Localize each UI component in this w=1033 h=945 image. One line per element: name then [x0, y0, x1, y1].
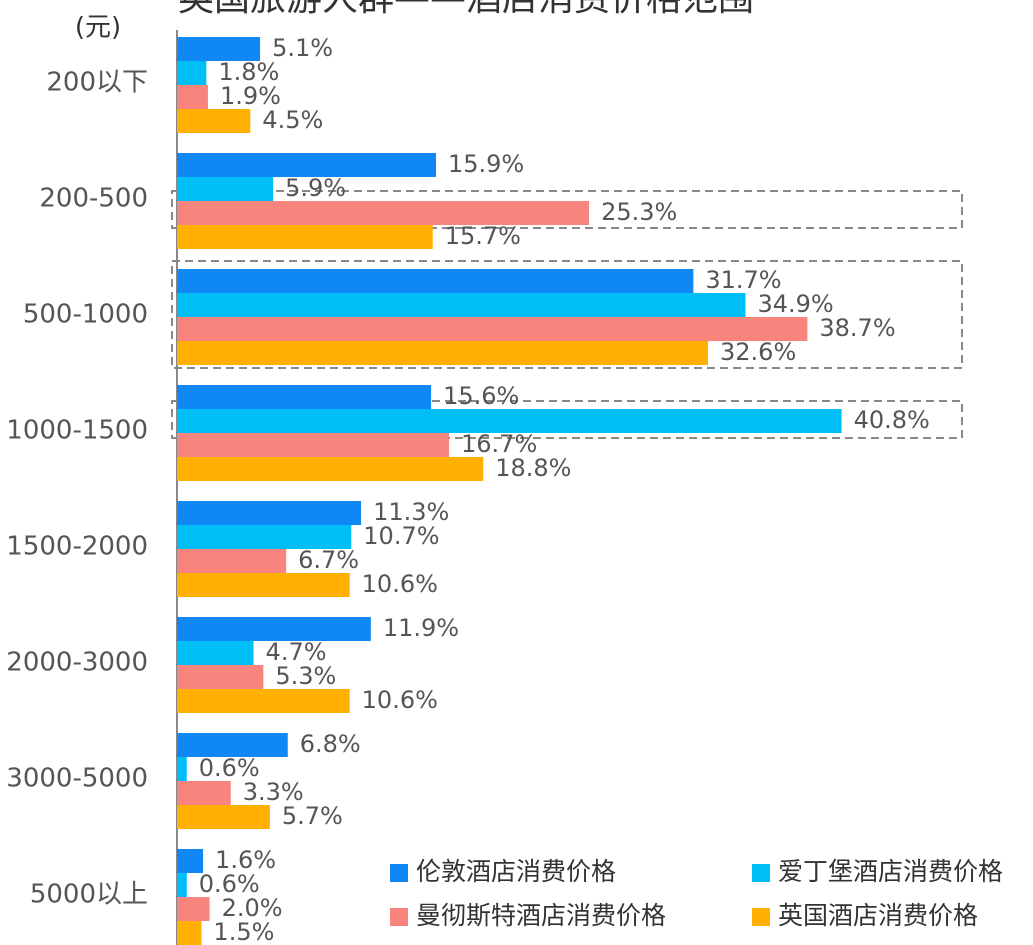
value-label: 4.5%	[262, 106, 323, 134]
legend-label: 英国酒店消费价格	[778, 901, 978, 930]
value-label: 3.3%	[243, 778, 304, 806]
bar	[177, 617, 371, 641]
value-label: 1.8%	[218, 58, 279, 86]
bar	[177, 293, 746, 317]
value-label: 0.6%	[199, 754, 260, 782]
bar	[177, 873, 187, 897]
y-tick-label: 500-1000	[23, 300, 148, 330]
value-label: 18.8%	[495, 454, 571, 482]
y-tick-label: 1000-1500	[6, 416, 148, 446]
bar	[177, 269, 694, 293]
value-label: 16.7%	[461, 430, 537, 458]
value-label: 6.8%	[300, 730, 361, 758]
value-label: 10.6%	[362, 570, 438, 598]
bar	[177, 109, 251, 133]
value-label: 15.7%	[445, 222, 521, 250]
y-tick-label: 1500-2000	[6, 532, 148, 562]
bar	[177, 665, 264, 689]
legend-label: 爱丁堡酒店消费价格	[778, 857, 1003, 886]
value-label: 1.9%	[220, 82, 281, 110]
value-label: 5.1%	[272, 34, 333, 62]
value-label: 38.7%	[819, 314, 895, 342]
bar	[177, 201, 590, 225]
value-label: 4.7%	[266, 638, 327, 666]
value-label: 25.3%	[601, 198, 677, 226]
bar	[177, 433, 450, 457]
legend-swatch	[390, 864, 408, 882]
highlight-box	[171, 400, 963, 439]
bar	[177, 573, 350, 597]
bar	[177, 177, 274, 201]
bar	[177, 153, 436, 177]
value-label: 31.7%	[705, 266, 781, 294]
highlight-boxes	[171, 190, 963, 439]
bar	[177, 85, 208, 109]
bar	[177, 61, 207, 85]
bar	[177, 525, 352, 549]
value-label: 10.7%	[363, 522, 439, 550]
bar	[177, 849, 204, 873]
bar	[177, 409, 842, 433]
bar	[177, 805, 270, 829]
highlight-box	[171, 260, 963, 369]
value-label: 34.9%	[757, 290, 833, 318]
value-label: 1.6%	[215, 846, 276, 874]
bar	[177, 549, 287, 573]
value-label: 1.5%	[213, 918, 274, 945]
bar	[177, 689, 350, 713]
y-tick-label: 2000-3000	[6, 648, 148, 678]
bar	[177, 457, 484, 481]
y-tick-label: 5000以上	[30, 880, 148, 910]
y-tick-label: 200以下	[46, 68, 148, 98]
bar	[177, 757, 187, 781]
value-label: 15.6%	[443, 382, 519, 410]
y-tick-label: 3000-5000	[6, 764, 148, 794]
bar	[177, 341, 709, 365]
legend-swatch	[390, 908, 408, 926]
unit-label: (元)	[75, 13, 121, 43]
value-label: 15.9%	[448, 150, 524, 178]
bar	[177, 921, 202, 945]
value-label: 10.6%	[362, 686, 438, 714]
bar	[177, 37, 261, 61]
chart-title: 英国旅游人群——酒店消费价格范围	[178, 0, 754, 19]
value-label: 11.3%	[373, 498, 449, 526]
legend-label: 伦敦酒店消费价格	[416, 857, 616, 886]
value-label: 6.7%	[298, 546, 359, 574]
bar	[177, 225, 433, 249]
y-tick-label: 200-500	[39, 184, 148, 214]
legend-label: 曼彻斯特酒店消费价格	[416, 901, 666, 930]
value-label: 5.7%	[282, 802, 343, 830]
value-label: 0.6%	[199, 870, 260, 898]
value-label: 11.9%	[383, 614, 459, 642]
legend-swatch	[752, 864, 770, 882]
bar	[177, 641, 254, 665]
value-label: 5.3%	[275, 662, 336, 690]
bar	[177, 317, 808, 341]
bar	[177, 501, 362, 525]
legend-swatch	[752, 908, 770, 926]
value-label: 40.8%	[854, 406, 930, 434]
value-label: 5.9%	[285, 174, 346, 202]
bar	[177, 781, 231, 805]
value-label: 32.6%	[720, 338, 796, 366]
highlight-box	[171, 190, 963, 229]
bar	[177, 733, 288, 757]
bar	[177, 385, 432, 409]
bar	[177, 897, 210, 921]
value-label: 2.0%	[222, 894, 283, 922]
